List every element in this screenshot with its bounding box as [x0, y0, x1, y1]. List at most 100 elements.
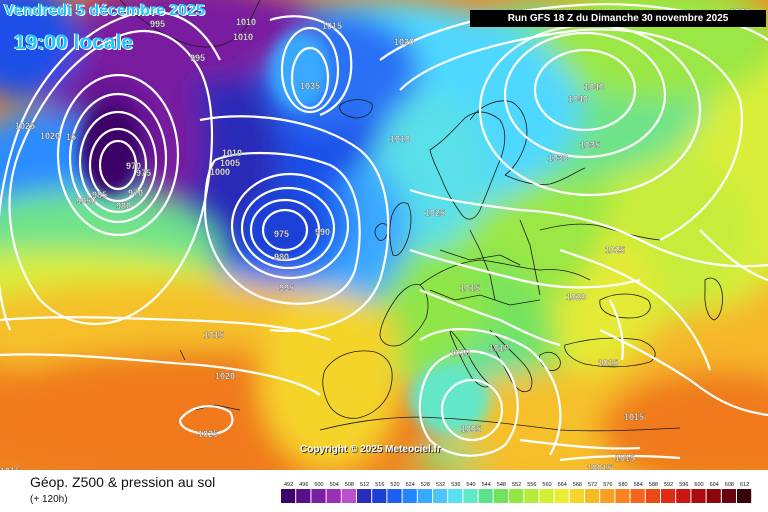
scale-swatch [387, 489, 402, 503]
scale-swatch [296, 489, 311, 503]
scale-swatch [569, 489, 584, 503]
isobar-label: 1020 [215, 371, 235, 381]
copyright-notice: Copyright © 2025 Meteociel.fr [300, 444, 441, 455]
scale-tick-label: 552 [512, 482, 521, 488]
isobar-label: 1020 [394, 37, 414, 47]
isobar-label: 1010 [236, 17, 256, 27]
isobar-label: 980 [116, 201, 131, 211]
isobar-label: 1010 [450, 348, 470, 358]
isobar-label: 10015 [587, 463, 612, 470]
isobar-label: 985 [92, 190, 107, 200]
isobar-label: 995 [150, 19, 165, 29]
isobar-label: 1010 [233, 32, 253, 42]
legend-title: Géop. Z500 & pression au sol [30, 474, 216, 490]
isobar-label: 970 [126, 161, 141, 171]
scale-tick-label: 612 [740, 482, 749, 488]
scale-tick-label: 600 [694, 482, 703, 488]
isobar-label: 1015 [0, 466, 20, 470]
isobar-label: 980 [274, 252, 289, 262]
scale-tick-label: 524 [406, 482, 415, 488]
isobar-label: 1010 [390, 134, 410, 144]
scale-swatch [585, 489, 600, 503]
scale-swatch [509, 489, 524, 503]
isobar-label: 1025 [15, 121, 35, 131]
isobar-label: 1040 [568, 94, 588, 104]
scale-swatch [661, 489, 676, 503]
scale-tick-label: 584 [634, 482, 643, 488]
isobar-label: 1015 [460, 283, 480, 293]
isobar-label: 9950 [76, 196, 96, 206]
isobar-label: 970 [128, 188, 143, 198]
scale-tick-label: 596 [679, 482, 688, 488]
scale-tick-label: 568 [573, 482, 582, 488]
scale-swatch [311, 489, 326, 503]
scale-tick-label: 548 [497, 482, 506, 488]
scale-tick-label: 516 [375, 482, 384, 488]
scale-swatch [478, 489, 493, 503]
scale-tick-label: 520 [390, 482, 399, 488]
scale-swatch [493, 489, 508, 503]
scale-swatch [721, 489, 736, 503]
scale-tick-label: 500 [314, 482, 323, 488]
scale-tick-label: 580 [618, 482, 627, 488]
isobar-label: 1000 [210, 167, 230, 177]
run-info-banner: Run GFS 18 Z du Dimanche 30 novembre 202… [470, 10, 766, 27]
isobar-label: 1015 [204, 330, 224, 340]
scale-swatch [463, 489, 478, 503]
isobar-label: 1025 [198, 429, 218, 439]
isobar-label: 1025 [425, 208, 445, 218]
scale-swatch [630, 489, 645, 503]
scale-swatch [341, 489, 356, 503]
scale-tick-label: 544 [482, 482, 491, 488]
scale-tick-label: 532 [436, 482, 445, 488]
scale-tick-label: 536 [451, 482, 460, 488]
legend-subtitle: (+ 120h) [30, 494, 68, 505]
scale-tick-label: 576 [603, 482, 612, 488]
isobar-label: 990 [315, 227, 330, 237]
isobars [0, 3, 768, 462]
isobar-label: 1005 [461, 424, 481, 434]
scale-swatch [554, 489, 569, 503]
scale-swatch [417, 489, 432, 503]
scale-swatch [448, 489, 463, 503]
scale-tick-label: 540 [466, 482, 475, 488]
forecast-time: 19:00 locale [14, 31, 134, 54]
scale-swatch [357, 489, 372, 503]
scale-swatch [645, 489, 660, 503]
scale-tick-label: 508 [345, 482, 354, 488]
scale-tick-label: 492 [284, 482, 293, 488]
isobar-label: 15 [66, 132, 76, 142]
scale-tick-label: 512 [360, 482, 369, 488]
map-canvas: 995 1010 1015 1030 995 1010 1020 995 1035 1025 102… [0, 0, 768, 470]
weather-map: 995 1010 1015 1030 995 1010 1020 995 1035 1025 102… [0, 0, 768, 470]
scale-swatch [600, 489, 615, 503]
color-scale: 492 496 500 504 508 512 516 520 524 528 532 536 540 5… [281, 482, 752, 503]
isobar-label: 1015 [615, 453, 635, 463]
scale-tick-label: 608 [725, 482, 734, 488]
forecast-date: Vendredi 5 décembre 2025 [4, 2, 205, 19]
isobar-label: 1025 [605, 245, 625, 255]
isobar-label: 995 [190, 53, 205, 63]
scale-swatch [326, 489, 341, 503]
scale-tick-label: 496 [299, 482, 308, 488]
isobar-label: 1040 [584, 82, 604, 92]
scale-tick-label: 560 [542, 482, 551, 488]
isobar-label: 1015 [322, 21, 342, 31]
isobar-label: 1035 [300, 81, 320, 91]
isobar-label: 1020 [40, 131, 60, 141]
scale-swatch [281, 489, 296, 503]
scale-swatch [691, 489, 706, 503]
isobar-label: 975 [136, 168, 151, 178]
scale-swatch [706, 489, 721, 503]
scale-swatch [539, 489, 554, 503]
scale-swatch [676, 489, 691, 503]
isobar-label: 1015 [624, 412, 644, 422]
isobar-label: 1005 [220, 158, 240, 168]
scale-tick-label: 528 [421, 482, 430, 488]
scale-tick-label: 504 [330, 482, 339, 488]
isobar-label: 1020 [566, 292, 586, 302]
isobar-label: 995 [144, 7, 159, 17]
isobar-label: 1010 [222, 148, 242, 158]
isobar-label: 1010 [489, 343, 509, 353]
isobar-label: 975 [274, 229, 289, 239]
